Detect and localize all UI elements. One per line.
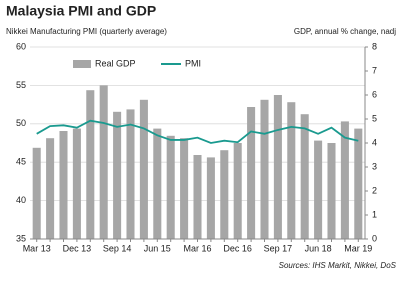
y2-tick-label: 8 (372, 41, 377, 51)
y2-tick-label: 2 (372, 185, 377, 195)
x-tick-label: Mar 13 (23, 243, 51, 253)
bar (32, 147, 41, 239)
x-tick-label: Dec 16 (223, 243, 252, 253)
x-tick-label: Mar 19 (344, 243, 372, 253)
bar (273, 95, 282, 239)
x-tick-label: Jun 15 (144, 243, 171, 253)
legend-label: PMI (185, 58, 201, 68)
legend-swatch (73, 60, 91, 68)
bar (314, 140, 323, 239)
y2-tick-label: 7 (372, 65, 377, 75)
y2-tick-label: 6 (372, 89, 377, 99)
bar (113, 111, 122, 239)
bar (300, 114, 309, 239)
x-tick-label: Mar 16 (183, 243, 211, 253)
bar (233, 143, 242, 239)
bar (193, 155, 202, 239)
y-axis-label: Nikkei Manufacturing PMI (quarterly aver… (6, 27, 167, 36)
y2-tick-label: 0 (372, 233, 377, 243)
x-tick-label: Sep 17 (264, 243, 293, 253)
y2-tick-label: 5 (372, 113, 377, 123)
bar (139, 99, 148, 239)
y-tick-label: 55 (16, 80, 26, 90)
y-tick-label: 40 (16, 195, 26, 205)
bar (72, 128, 81, 239)
bar (180, 138, 189, 239)
x-tick-label: Sep 14 (103, 243, 132, 253)
bar (287, 102, 296, 239)
bar (220, 150, 229, 239)
chart-title: Malaysia PMI and GDP (6, 3, 156, 19)
y2-axis-label: GDP, annual % change, nadj (294, 27, 396, 36)
bar (166, 135, 175, 239)
bar (126, 109, 135, 240)
bar (327, 143, 336, 239)
bar (206, 157, 215, 239)
x-tick-label: Dec 13 (63, 243, 92, 253)
bar (86, 90, 95, 239)
x-tick-label: Jun 18 (305, 243, 332, 253)
bar (59, 131, 68, 239)
bar (340, 121, 349, 239)
y-tick-label: 45 (16, 157, 26, 167)
y2-tick-label: 3 (372, 161, 377, 171)
bar (260, 99, 269, 239)
y2-tick-label: 1 (372, 209, 377, 219)
y-tick-label: 50 (16, 118, 26, 128)
line (36, 119, 359, 144)
y-tick-label: 35 (16, 233, 26, 243)
bar (153, 128, 162, 239)
bar (247, 107, 256, 239)
source: Sources: IHS Markit, Nikkei, DoS (279, 261, 397, 270)
y2-tick-label: 4 (372, 137, 377, 147)
legend-label: Real GDP (95, 58, 136, 68)
bar (354, 128, 363, 239)
bar (46, 138, 55, 239)
y-tick-label: 60 (16, 41, 26, 51)
bar (99, 85, 108, 240)
